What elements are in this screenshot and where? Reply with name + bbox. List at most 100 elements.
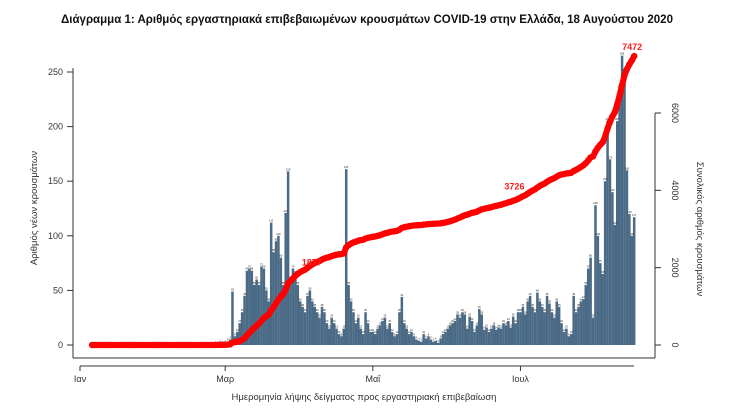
bar — [490, 328, 493, 345]
bar — [248, 268, 251, 345]
chart-title: Διάγραμμα 1: Αριθμός εργαστηριακά επιβεβ… — [61, 14, 673, 26]
bar — [511, 316, 515, 345]
bar — [499, 328, 503, 345]
bar — [393, 336, 396, 345]
bar-value-label: 20 — [560, 319, 563, 323]
bar-value-label: 35 — [521, 303, 524, 307]
bar-value-label: 15 — [446, 325, 449, 329]
cumulative-point — [282, 286, 289, 293]
bar-value-label: 15 — [466, 325, 469, 329]
cumulative-annotation: 7472 — [622, 42, 642, 52]
bar — [344, 169, 348, 345]
bar-value-label: 68 — [246, 267, 249, 271]
right-tick-label: 0 — [670, 342, 680, 347]
bar — [611, 192, 614, 345]
bar — [298, 301, 302, 345]
bar — [574, 312, 578, 345]
bar — [475, 325, 479, 345]
bar-value-label: 30 — [517, 308, 520, 312]
bar — [528, 295, 532, 345]
bar-value-label: 70 — [587, 265, 590, 269]
cumulative-point — [599, 138, 606, 146]
bar-value-label: 20 — [367, 319, 370, 323]
bar-value-label: 12 — [371, 328, 374, 332]
cumulative-annotation: 1877 — [302, 258, 322, 268]
bar-value-label: 40 — [299, 297, 302, 301]
bar-value-label: 15 — [328, 325, 331, 329]
bar-value-label: 15 — [490, 325, 493, 329]
bar — [570, 334, 573, 345]
bar-value-label: 18 — [379, 321, 382, 325]
bar — [596, 235, 600, 345]
bar — [434, 340, 437, 345]
bar — [608, 159, 612, 345]
bar — [294, 274, 297, 345]
bar — [400, 296, 404, 345]
bar — [594, 205, 597, 345]
bar-value-label: 30 — [550, 308, 553, 312]
bar — [257, 284, 261, 345]
bar — [369, 331, 372, 345]
bar — [328, 328, 331, 345]
bar — [565, 328, 568, 345]
bar-value-label: 28 — [524, 310, 527, 314]
bar-value-label: 49 — [231, 287, 234, 291]
bar — [415, 339, 418, 345]
bar-value-label: 35 — [531, 303, 534, 307]
right-tick-label: 4000 — [670, 180, 680, 200]
bar-value-label: 205 — [605, 117, 610, 121]
bar — [361, 334, 365, 345]
bar-value-label: 16 — [485, 324, 488, 328]
bar — [429, 339, 433, 345]
bar-value-label: 55 — [296, 281, 299, 285]
bar — [236, 331, 239, 345]
bar-value-label: 10 — [396, 330, 399, 334]
bar — [267, 301, 271, 345]
bar — [557, 306, 561, 345]
bar-value-label: 44 — [400, 293, 403, 297]
bar-value-label: 30 — [575, 308, 578, 312]
bar — [262, 268, 266, 345]
right-tick-label: 6000 — [670, 103, 680, 123]
bar-value-label: 75 — [599, 259, 602, 263]
bar — [274, 241, 278, 345]
bar — [540, 306, 544, 345]
bar-value-label: 70 — [292, 265, 295, 269]
bar-value-label: 10 — [422, 330, 425, 334]
bar — [628, 213, 631, 345]
bar-value-label: 12 — [563, 328, 566, 332]
bar — [461, 312, 464, 345]
bar-value-label: 159 — [286, 167, 291, 171]
bar-value-label: 68 — [250, 267, 253, 271]
bar — [337, 334, 341, 345]
bar — [277, 235, 280, 345]
bar — [487, 331, 491, 345]
bar — [509, 327, 513, 345]
bar-value-label: 30 — [398, 308, 401, 312]
bar — [417, 340, 421, 345]
bar-value-label: 55 — [253, 281, 256, 285]
bar-value-label: 22 — [471, 317, 474, 321]
bar — [618, 88, 621, 345]
bar-value-label: 16 — [509, 324, 512, 328]
bar-value-label: 22 — [454, 317, 457, 321]
bar — [538, 301, 542, 345]
bar-value-label: 160 — [625, 166, 630, 170]
bar — [451, 323, 454, 345]
bar — [436, 342, 440, 345]
bar — [398, 312, 401, 345]
bar — [272, 252, 275, 345]
bar — [577, 306, 580, 345]
bar-value-label: 25 — [357, 314, 360, 318]
bar — [410, 331, 413, 345]
bar — [308, 290, 312, 345]
bar — [567, 336, 571, 345]
bar — [347, 284, 350, 345]
left-tick-label: 0 — [58, 340, 63, 350]
bar-value-label: 20 — [514, 319, 517, 323]
bar-value-label: 5 — [229, 336, 231, 340]
bar-value-label: 26 — [468, 313, 471, 317]
bar — [325, 323, 329, 345]
bar — [238, 323, 241, 345]
